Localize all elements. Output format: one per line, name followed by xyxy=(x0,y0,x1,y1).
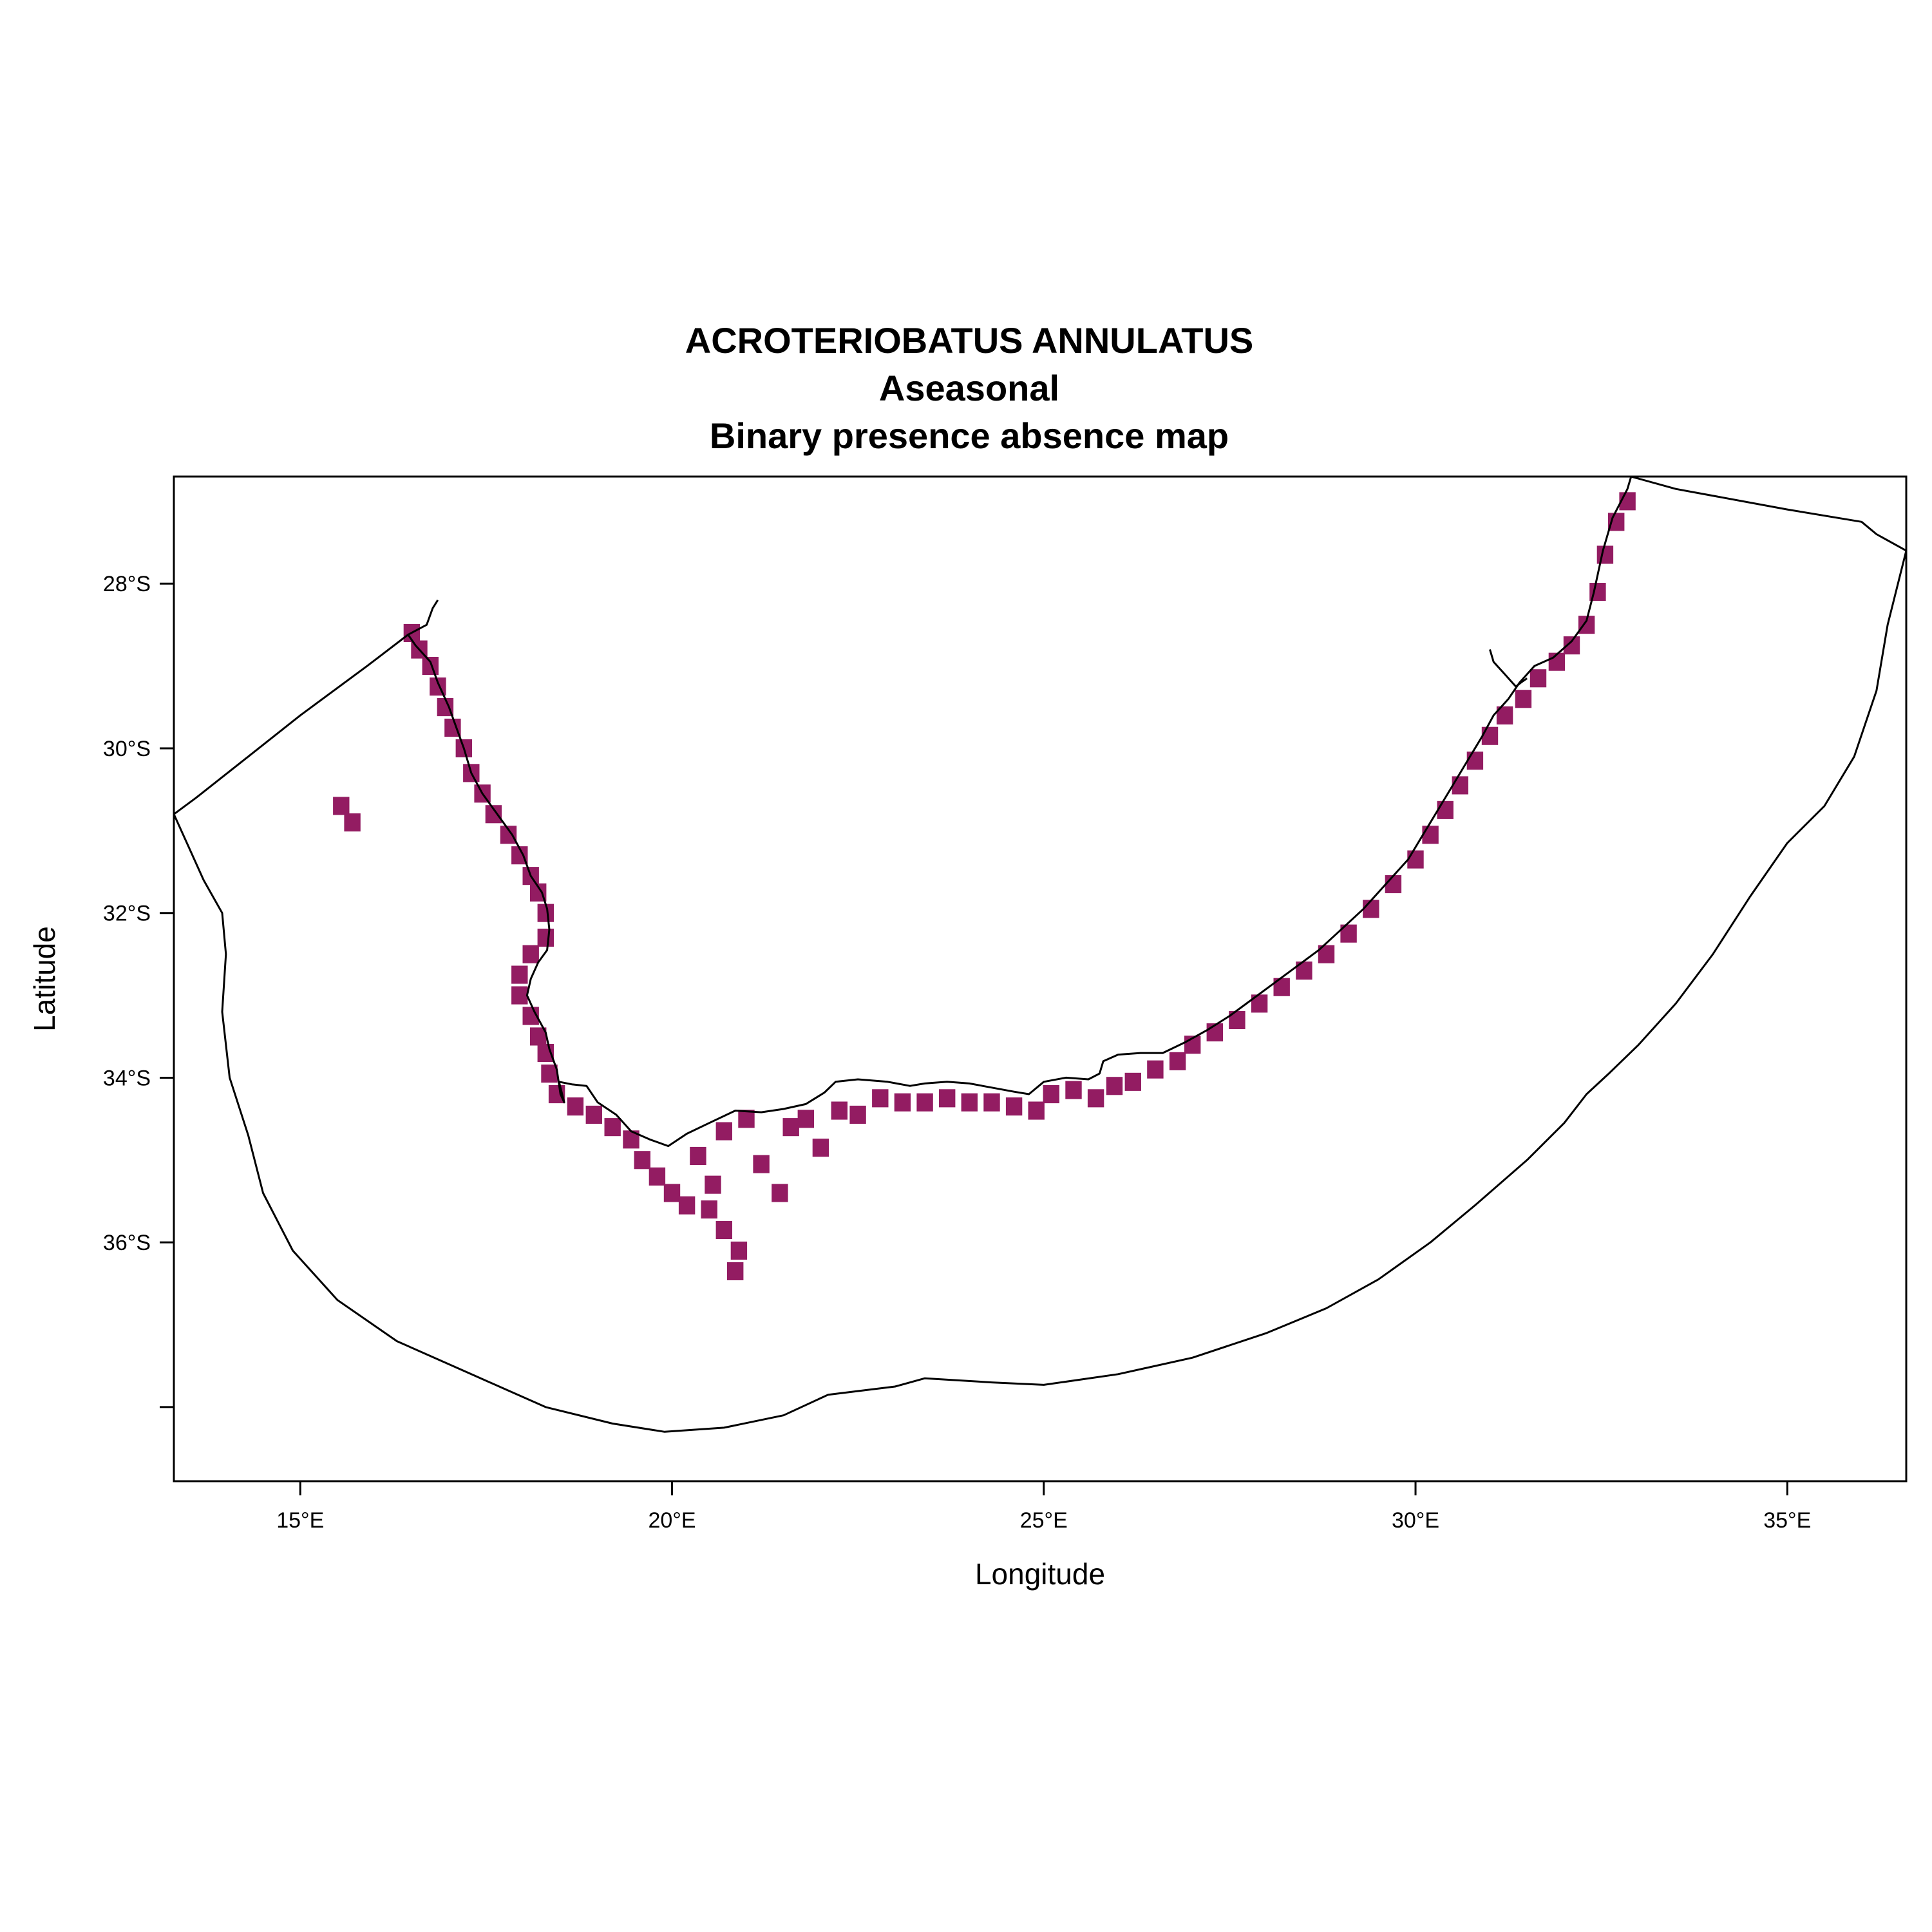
y-tick-label: 30°S xyxy=(103,737,151,761)
presence-cell xyxy=(727,1262,744,1280)
presence-cell xyxy=(849,1105,866,1124)
presence-cell xyxy=(1548,652,1566,671)
presence-cell xyxy=(511,986,528,1005)
presence-cell xyxy=(333,797,350,815)
presence-cell xyxy=(1385,875,1402,893)
y-axis-label: Latitude xyxy=(28,926,61,1032)
presence-cell xyxy=(422,657,439,676)
presence-cell xyxy=(1437,800,1454,819)
map-title-line-2: Aseasonal xyxy=(879,368,1059,408)
presence-cell xyxy=(772,1184,788,1202)
presence-cell xyxy=(738,1110,755,1128)
presence-cell xyxy=(1043,1085,1059,1104)
presence-cell xyxy=(1124,1072,1141,1091)
presence-cell xyxy=(730,1241,748,1260)
presence-cell xyxy=(1466,752,1484,770)
x-axis-label: Longitude xyxy=(975,1557,1105,1591)
presence-cell xyxy=(983,1093,1000,1112)
x-tick-label: 35°E xyxy=(1763,1508,1811,1533)
presence-cell xyxy=(1452,776,1468,795)
presence-cell xyxy=(634,1151,650,1170)
presence-cell xyxy=(797,1110,814,1128)
presence-cell xyxy=(831,1101,848,1120)
presence-cell xyxy=(1005,1097,1023,1116)
presence-cell xyxy=(649,1167,666,1186)
x-axis: 15°E 20°E 25°E 30°E 35°E xyxy=(276,1481,1811,1533)
eez-boundary-line xyxy=(173,475,1908,1433)
y-tick-label: 28°S xyxy=(103,572,151,596)
presence-cell xyxy=(537,929,554,947)
presence-cell xyxy=(678,1196,696,1215)
presence-cell xyxy=(961,1093,978,1112)
presence-cell xyxy=(715,1122,732,1141)
presence-cell xyxy=(1106,1077,1123,1095)
presence-cell xyxy=(701,1200,717,1219)
presence-cell xyxy=(344,813,361,832)
presence-cell xyxy=(511,965,528,984)
presence-cell xyxy=(1087,1089,1104,1108)
presence-cell xyxy=(1028,1101,1045,1120)
map-lines xyxy=(173,475,1908,1433)
presence-cell xyxy=(894,1093,911,1112)
presence-cell xyxy=(1515,690,1532,708)
x-tick-label: 15°E xyxy=(276,1508,324,1533)
presence-cells xyxy=(333,492,1636,1280)
presence-cell xyxy=(663,1184,681,1202)
presence-cell xyxy=(1363,900,1379,918)
presence-cell xyxy=(604,1118,621,1137)
y-axis: 28°S 30°S 32°S 34°S 36°S xyxy=(103,572,174,1408)
presence-cell xyxy=(1407,850,1424,869)
map-title-line-3: Binary presence absence map xyxy=(710,415,1229,456)
presence-cell xyxy=(872,1089,889,1108)
x-tick-label: 30°E xyxy=(1392,1508,1439,1533)
presence-cell xyxy=(1596,545,1614,564)
presence-cell xyxy=(690,1146,706,1165)
coastline-inlet xyxy=(1489,649,1528,688)
y-tick-label: 36°S xyxy=(103,1231,151,1255)
presence-cell xyxy=(916,1093,933,1112)
x-tick-label: 20°E xyxy=(648,1508,696,1533)
presence-cell xyxy=(541,1065,558,1083)
presence-cell xyxy=(567,1097,584,1116)
presence-cell xyxy=(939,1089,956,1108)
y-tick-label: 34°S xyxy=(103,1066,151,1090)
y-tick-label: 32°S xyxy=(103,902,151,926)
presence-cell xyxy=(782,1118,799,1137)
coastline xyxy=(407,476,1633,1148)
presence-cell xyxy=(522,945,539,963)
presence-cell xyxy=(1530,669,1547,688)
presence-cell xyxy=(1065,1081,1082,1099)
presence-cell xyxy=(1422,826,1439,844)
presence-cell xyxy=(585,1105,602,1124)
presence-cell xyxy=(715,1220,732,1239)
map-title-line-1: ACROTERIOBATUS ANNULATUS xyxy=(685,320,1253,361)
presence-cell xyxy=(1169,1052,1186,1070)
presence-cell xyxy=(1147,1060,1164,1079)
plot-frame xyxy=(173,475,1908,1482)
x-tick-label: 25°E xyxy=(1020,1508,1068,1533)
presence-cell xyxy=(812,1139,829,1157)
presence-cell xyxy=(753,1155,770,1173)
presence-cell xyxy=(1481,726,1499,745)
presence-cell xyxy=(705,1175,721,1194)
